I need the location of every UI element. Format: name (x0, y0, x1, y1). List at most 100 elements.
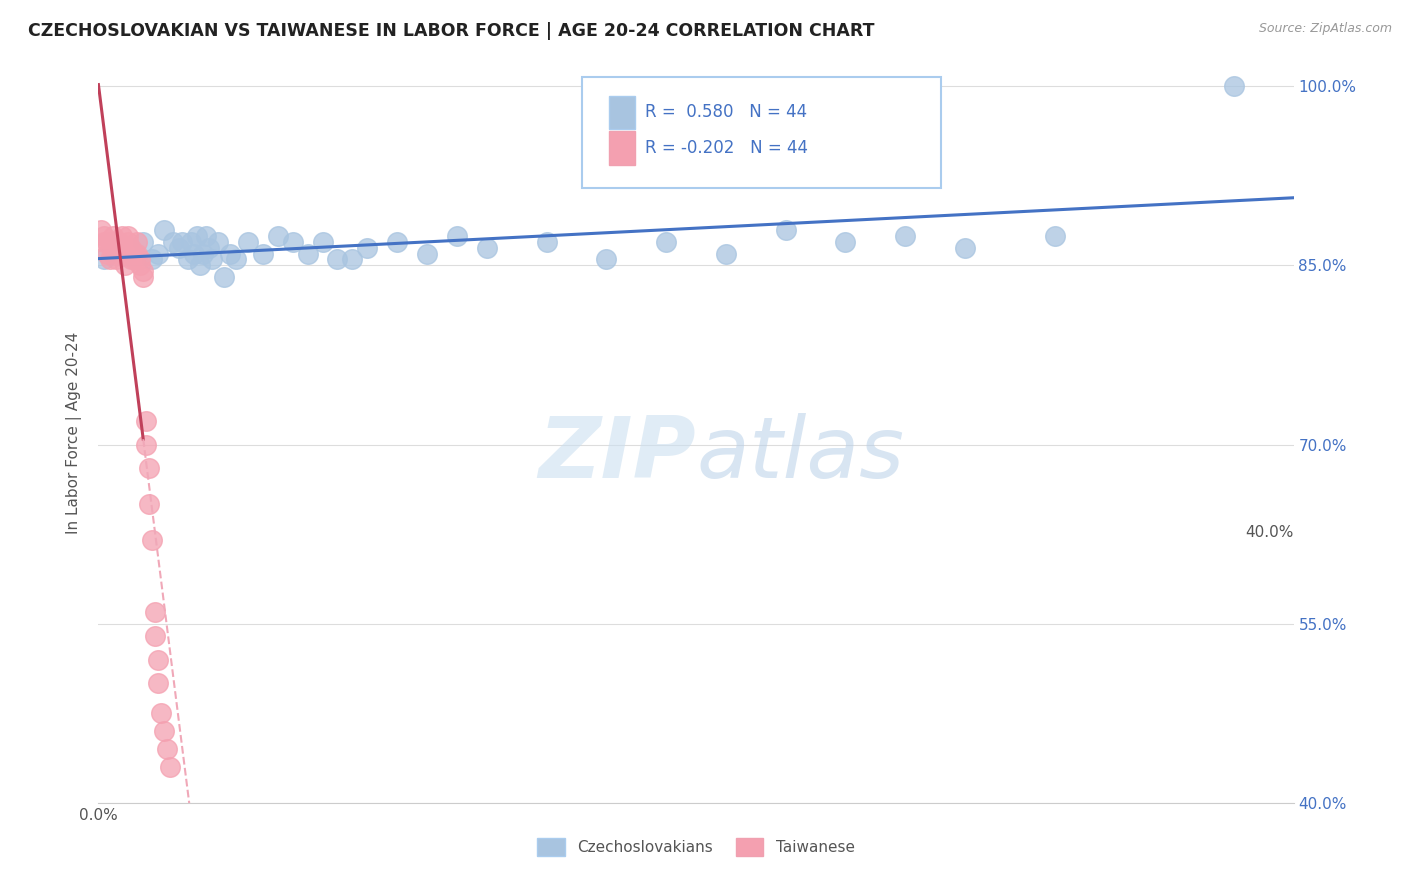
Point (162, 235, 184, 249)
Point (98, 252, 122, 267)
Point (416, 246, 439, 260)
Point (191, 246, 214, 260)
Point (252, 246, 274, 260)
FancyBboxPatch shape (609, 131, 636, 165)
Point (93, 228, 115, 243)
Text: 40.0%: 40.0% (1246, 525, 1294, 541)
Point (834, 235, 856, 249)
Point (167, 240, 190, 254)
Point (385, 235, 409, 249)
Point (143, 605, 166, 619)
Point (143, 629, 166, 643)
Point (188, 259, 211, 273)
Point (236, 235, 259, 249)
Point (595, 252, 617, 267)
Point (135, 414, 157, 428)
Point (117, 228, 139, 243)
Point (114, 259, 136, 273)
Point (219, 246, 242, 260)
Point (129, 259, 152, 273)
Point (281, 235, 304, 249)
Point (105, 240, 128, 254)
Point (93, 252, 115, 267)
Point (111, 228, 134, 243)
Point (127, 246, 149, 260)
Point (159, 760, 181, 774)
Point (156, 742, 179, 756)
Point (311, 235, 333, 249)
Point (198, 240, 221, 254)
Point (183, 246, 205, 260)
Point (103, 228, 125, 243)
Point (894, 228, 917, 243)
Point (114, 246, 136, 260)
FancyBboxPatch shape (609, 95, 636, 129)
Point (124, 252, 146, 267)
Point (132, 264, 155, 278)
Text: R =  0.580   N = 44: R = 0.580 N = 44 (644, 103, 807, 121)
Point (536, 235, 558, 249)
Point (172, 235, 194, 249)
Point (98, 235, 122, 249)
Text: R = -0.202   N = 44: R = -0.202 N = 44 (644, 138, 807, 157)
Point (326, 252, 349, 267)
Point (135, 437, 157, 451)
Point (120, 240, 142, 254)
Point (132, 270, 155, 285)
Point (342, 252, 364, 267)
Point (148, 246, 170, 260)
Point (953, 240, 976, 254)
Point (148, 676, 170, 690)
Point (1043, 228, 1066, 243)
Point (117, 235, 139, 249)
Point (714, 246, 737, 260)
Point (225, 252, 247, 267)
Point (96, 235, 118, 249)
Point (96, 246, 118, 260)
Point (446, 228, 468, 243)
Point (90, 222, 112, 236)
Point (201, 252, 224, 267)
Text: atlas: atlas (696, 413, 904, 496)
Point (129, 252, 152, 267)
Point (148, 652, 170, 666)
Point (103, 246, 125, 260)
Point (153, 724, 176, 739)
Point (120, 252, 142, 267)
Point (108, 246, 131, 260)
Point (127, 235, 149, 249)
Point (186, 228, 208, 243)
Point (141, 252, 163, 267)
Point (93, 235, 115, 249)
Point (111, 240, 134, 254)
Point (297, 246, 319, 260)
Point (132, 235, 155, 249)
FancyBboxPatch shape (582, 78, 941, 188)
Point (356, 240, 378, 254)
Legend: Czechoslovakians, Taiwanese: Czechoslovakians, Taiwanese (531, 832, 860, 862)
Point (775, 222, 797, 236)
Point (103, 235, 125, 249)
Text: ZIP: ZIP (538, 413, 696, 496)
Point (195, 228, 218, 243)
Point (138, 461, 160, 475)
Point (105, 252, 128, 267)
Point (108, 235, 131, 249)
Text: CZECHOSLOVAKIAN VS TAIWANESE IN LABOR FORCE | AGE 20-24 CORRELATION CHART: CZECHOSLOVAKIAN VS TAIWANESE IN LABOR FO… (28, 22, 875, 40)
Point (138, 497, 160, 511)
Point (124, 246, 146, 260)
Point (207, 235, 229, 249)
Y-axis label: In Labor Force | Age 20-24: In Labor Force | Age 20-24 (66, 332, 83, 533)
Point (475, 240, 498, 254)
Text: Source: ZipAtlas.com: Source: ZipAtlas.com (1258, 22, 1392, 36)
Point (267, 228, 290, 243)
Point (141, 533, 163, 547)
Point (655, 235, 678, 249)
Point (117, 246, 139, 260)
Point (180, 235, 202, 249)
Point (150, 706, 173, 721)
Point (212, 270, 235, 285)
Point (1223, 79, 1246, 94)
Point (177, 252, 200, 267)
Point (153, 222, 176, 236)
